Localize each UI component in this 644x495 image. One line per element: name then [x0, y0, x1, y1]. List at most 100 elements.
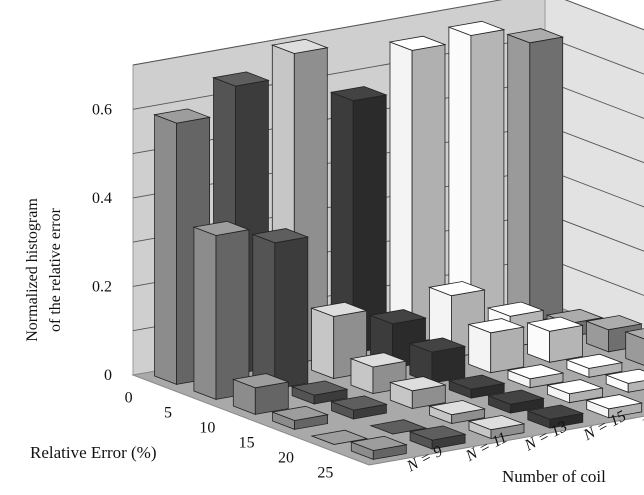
bar-top-face: [369, 309, 427, 325]
bar-top-face: [330, 395, 388, 411]
bar: [310, 429, 369, 445]
bar: [349, 435, 408, 460]
bar-top-face: [506, 364, 565, 380]
bar-top-face: [427, 281, 486, 297]
bar-side-face: [215, 229, 250, 400]
bar: [526, 404, 585, 429]
bar-top-face: [231, 373, 290, 389]
x-axis-ticks: 0 5 10 15 20 25: [125, 390, 334, 482]
bars: [153, 20, 644, 460]
bar-top-face: [369, 419, 428, 435]
bar-side-face: [274, 236, 309, 390]
bar-top-face: [545, 379, 604, 395]
bar-top-face: [447, 374, 506, 390]
bar-top-face: [408, 425, 467, 441]
bar-front-face: [193, 226, 217, 400]
y-axis-title: Number of coil: [502, 467, 606, 486]
bar-front-face: [252, 233, 276, 390]
bar-side-face: [627, 380, 644, 393]
bar-top-face: [584, 315, 643, 331]
z-tick-label: 0.6: [92, 101, 112, 118]
bar-top-face: [212, 71, 270, 87]
bar: [408, 337, 467, 384]
bar-top-face: [310, 301, 369, 317]
bar: [447, 374, 506, 399]
bar: [584, 315, 643, 353]
bar: [428, 400, 487, 425]
bar-top-face: [271, 405, 330, 421]
bar-side-face: [549, 324, 583, 363]
bar-front-face: [311, 307, 335, 380]
z-tick-label: 0: [104, 367, 112, 384]
bar-top-face: [270, 38, 329, 54]
bar: [585, 394, 644, 419]
bar: [447, 20, 506, 333]
bar-top-face: [624, 328, 644, 340]
bar: [487, 389, 545, 414]
bar-top-face: [192, 220, 251, 236]
z-tick-label: 0.2: [92, 278, 112, 295]
bar: [565, 353, 624, 378]
bar-top-face: [467, 415, 526, 431]
bar-top-face: [349, 435, 408, 451]
x-tick-label: 15: [239, 435, 255, 452]
bar-top-face: [408, 337, 467, 353]
bar: [388, 35, 447, 344]
x-tick-label: 25: [317, 465, 333, 482]
bar-top-face: [251, 228, 310, 244]
bar: [506, 364, 565, 389]
x-tick-label: 0: [125, 390, 133, 407]
bar-front-face: [154, 114, 178, 385]
bar: [526, 316, 584, 363]
bar: [369, 419, 428, 435]
bar-top-face: [153, 108, 212, 124]
bar-top-face: [526, 316, 584, 332]
bar-top-face: [388, 35, 447, 51]
z-tick-label: 0.4: [92, 190, 112, 207]
bar-top-face: [526, 404, 585, 420]
bar-top-face: [428, 400, 487, 416]
x-tick-label: 5: [164, 405, 172, 422]
bar: [506, 28, 565, 323]
bar-side-face: [529, 36, 564, 323]
x-tick-label: 10: [199, 420, 215, 437]
bar-top-face: [467, 318, 526, 334]
bar: [329, 86, 388, 354]
bar-top-face: [388, 376, 447, 392]
bar: [271, 405, 330, 430]
bar-side-face: [431, 345, 466, 384]
bar-top-face: [447, 20, 506, 36]
bar-top-face: [290, 380, 349, 396]
bar-top-face: [349, 352, 408, 368]
bar: [604, 368, 644, 393]
bar-top-face: [565, 353, 624, 369]
bar-top-face: [487, 389, 545, 405]
bar: [388, 376, 447, 410]
bar: [290, 380, 349, 405]
bar: [408, 425, 467, 450]
z-axis-title-line2: of the relative error: [47, 207, 64, 332]
z-axis-title-line1: Normalized histogram: [24, 198, 41, 342]
bar: [251, 228, 310, 390]
bar: [369, 309, 427, 369]
bar-top-face: [486, 301, 545, 317]
bar-front-face: [389, 41, 413, 344]
bar-top-face: [310, 429, 369, 445]
bar-top-face: [604, 368, 644, 384]
bar-front-face: [625, 331, 644, 366]
bar-top-face: [329, 86, 388, 102]
bar: [545, 379, 604, 404]
bar-top-face: [585, 394, 644, 410]
bar: [624, 328, 644, 366]
gridline: [132, 0, 644, 66]
bar-top-face: [506, 28, 565, 44]
bar: [231, 373, 290, 415]
x-axis-title: Relative Error (%): [30, 443, 157, 462]
bar: [192, 220, 251, 400]
bar: [330, 395, 388, 420]
x-tick-label: 20: [278, 450, 294, 467]
bar-front-face: [507, 33, 531, 323]
z-axis-ticks: 0 0.2 0.4 0.6: [92, 101, 112, 384]
